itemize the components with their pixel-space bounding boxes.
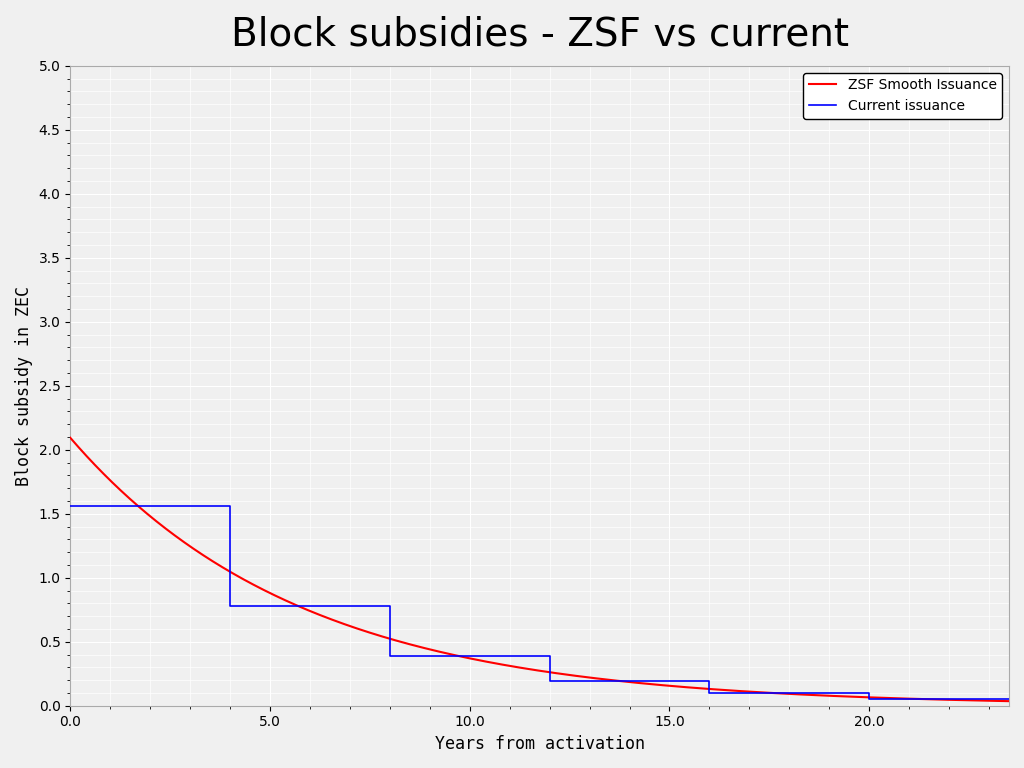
Current issuance — [863, 695, 876, 704]
ZSF Smooth Issuance — [234, 573, 247, 582]
Current issuance — [65, 502, 77, 511]
Current issuance — [544, 676, 556, 685]
Line: ZSF Smooth Issuance: ZSF Smooth Issuance — [71, 438, 1009, 701]
ZSF Smooth Issuance — [836, 692, 848, 701]
Legend: ZSF Smooth Issuance, Current issuance: ZSF Smooth Issuance, Current issuance — [803, 73, 1002, 119]
Current issuance — [703, 689, 716, 698]
ZSF Smooth Issuance — [765, 688, 777, 697]
Current issuance — [384, 651, 396, 660]
Current issuance — [384, 601, 396, 611]
Current issuance — [703, 676, 716, 685]
ZSF Smooth Issuance — [1002, 697, 1015, 706]
Y-axis label: Block subsidy in ZEC: Block subsidy in ZEC — [15, 286, 33, 486]
Current issuance — [1002, 695, 1015, 704]
Current issuance — [224, 601, 237, 611]
Current issuance — [863, 689, 876, 698]
X-axis label: Years from activation: Years from activation — [434, 735, 645, 753]
Line: Current issuance: Current issuance — [71, 506, 1009, 700]
ZSF Smooth Issuance — [675, 682, 687, 691]
ZSF Smooth Issuance — [423, 644, 435, 654]
Current issuance — [224, 502, 237, 511]
ZSF Smooth Issuance — [65, 433, 77, 442]
Current issuance — [544, 651, 556, 660]
ZSF Smooth Issuance — [627, 678, 639, 687]
Title: Block subsidies - ZSF vs current: Block subsidies - ZSF vs current — [230, 15, 849, 53]
